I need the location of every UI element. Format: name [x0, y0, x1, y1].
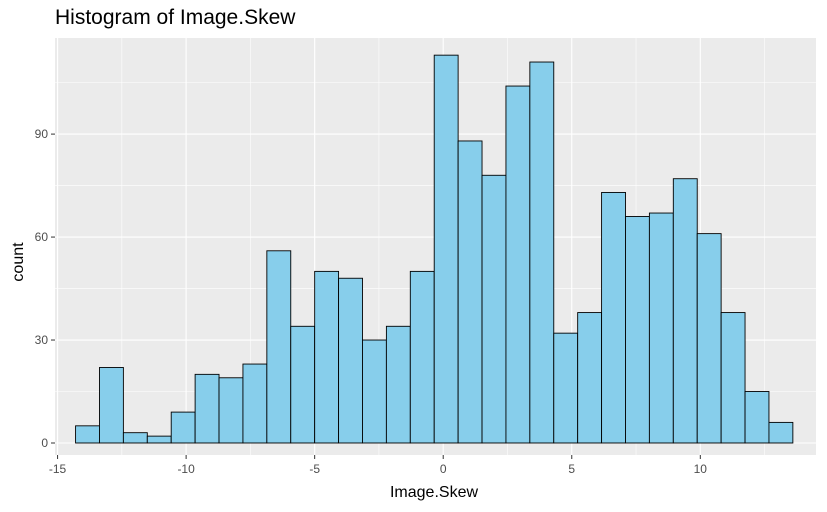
- y-axis: 0 30 60 90: [35, 127, 55, 450]
- histogram-bar: [625, 216, 649, 443]
- histogram-bar: [362, 340, 386, 443]
- histogram-bar: [649, 213, 673, 443]
- histogram-bar: [721, 313, 745, 443]
- x-tick-label: 10: [694, 462, 708, 476]
- x-tick-label: 0: [440, 462, 447, 476]
- histogram-bar: [219, 378, 243, 443]
- histogram-bar: [602, 192, 626, 443]
- histogram-bar: [506, 86, 530, 443]
- histogram-bar: [123, 433, 147, 443]
- histogram-bar: [291, 326, 315, 443]
- histogram-bar: [267, 251, 291, 443]
- histogram-bar: [76, 426, 100, 443]
- histogram-bar: [554, 333, 578, 443]
- histogram-bar: [745, 392, 769, 443]
- histogram-bar: [99, 367, 123, 443]
- histogram-bar: [243, 364, 267, 443]
- y-tick-label: 30: [35, 333, 49, 347]
- histogram-bar: [673, 179, 697, 443]
- y-tick-label: 60: [35, 230, 49, 244]
- y-tick-label: 0: [41, 436, 48, 450]
- histogram-bar: [410, 271, 434, 443]
- histogram-bar: [434, 55, 458, 443]
- x-tick-label: -10: [177, 462, 195, 476]
- x-tick-label: -5: [309, 462, 320, 476]
- histogram-bar: [195, 374, 219, 443]
- histogram-bar: [578, 313, 602, 443]
- x-tick-label: 5: [568, 462, 575, 476]
- x-tick-label: -15: [49, 462, 67, 476]
- histogram-bar: [530, 62, 554, 443]
- x-axis: -15 -10 -5 0 5 10: [49, 455, 707, 476]
- histogram-bar: [769, 422, 793, 443]
- histogram-bar: [147, 436, 171, 443]
- histogram-bar: [315, 271, 339, 443]
- histogram-bar: [386, 326, 410, 443]
- y-tick-label: 90: [35, 127, 49, 141]
- y-axis-label: count: [10, 242, 28, 281]
- histogram-bar: [458, 141, 482, 443]
- histogram-bar: [697, 234, 721, 443]
- x-axis-label: Image.Skew: [390, 484, 478, 502]
- histogram-bar: [482, 175, 506, 443]
- histogram-bar: [339, 278, 363, 443]
- histogram-bar: [171, 412, 195, 443]
